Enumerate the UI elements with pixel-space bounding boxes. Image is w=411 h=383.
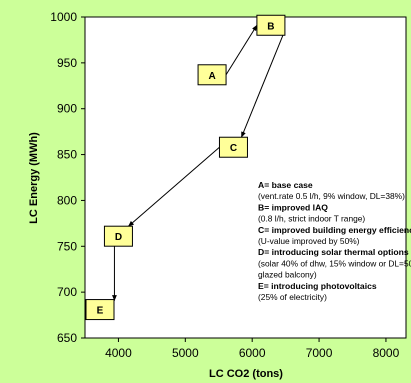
y-tick-label: 1000 [50,10,77,24]
scenario-box-b: B [256,14,286,36]
y-tick-label: 700 [57,285,77,299]
scenario-box-frame [103,225,133,247]
scenario-box-c: C [218,136,248,158]
scenario-box-d: D [103,225,133,247]
scenario-box-frame [256,14,286,36]
y-tick-label: 950 [57,56,77,70]
legend-heading: B= improved IAQ [258,202,328,212]
x-axis-ticks: 4000 5000 6000 7000 8000 [105,338,400,360]
legend-detail: (25% of electricity) [258,292,327,302]
legend-heading: E= introducing photovoltaics [258,281,377,291]
y-tick-label: 650 [57,331,77,345]
y-axis-ticks: 650 700 750 800 850 900 950 1000 [50,10,85,345]
arrow-c-to-d [127,146,220,227]
x-tick-label: 8000 [373,346,400,360]
plot-area [84,16,407,339]
scenario-box-label: D [115,232,122,243]
scenario-legend: A= base case(vent.rate 0.5 l/h, 9% windo… [258,180,411,302]
arrow-a-to-b [225,24,258,76]
scenario-arrows [112,24,284,302]
x-axis-title: LC CO2 (tons) [209,368,283,380]
scenario-box-label: B [267,21,274,32]
scenario-box-label: E [97,306,104,317]
legend-detail: (0.8 l/h, strict indoor T range) [258,214,365,224]
legend-detail: glazed balcony) [258,270,317,280]
scenario-box-label: A [208,71,215,82]
legend-detail: (vent.rate 0.5 l/h, 9% window, DL=38%) [258,191,405,201]
y-tick-label: 800 [57,193,77,207]
arrow-b-to-c [240,35,284,138]
y-tick-label: 750 [57,239,77,253]
scenario-box-frame [218,136,248,158]
y-axis-title: LC Energy (MWh) [28,132,40,224]
legend-heading: A= base case [258,180,313,190]
scenario-box-frame [197,64,227,86]
scenario-box-frame [85,299,115,321]
legend-detail: (solar 40% of dhw, 15% window or DL=50%, [258,258,411,268]
legend-heading: C= improved building energy efficiency [258,225,411,235]
scenario-boxes: A B C D E [85,14,286,321]
legend-heading: D= introducing solar thermal options [258,247,409,257]
x-tick-label: 7000 [306,346,333,360]
y-tick-label: 900 [57,102,77,116]
scenario-box-e: E [85,299,115,321]
x-tick-label: 5000 [172,346,199,360]
y-tick-label: 850 [57,148,77,162]
legend-detail: (U-value improved by 50%) [258,236,360,246]
x-tick-label: 4000 [105,346,132,360]
scenario-box-label: C [230,143,237,154]
scenario-box-a: A [197,64,227,86]
x-tick-label: 6000 [239,346,266,360]
